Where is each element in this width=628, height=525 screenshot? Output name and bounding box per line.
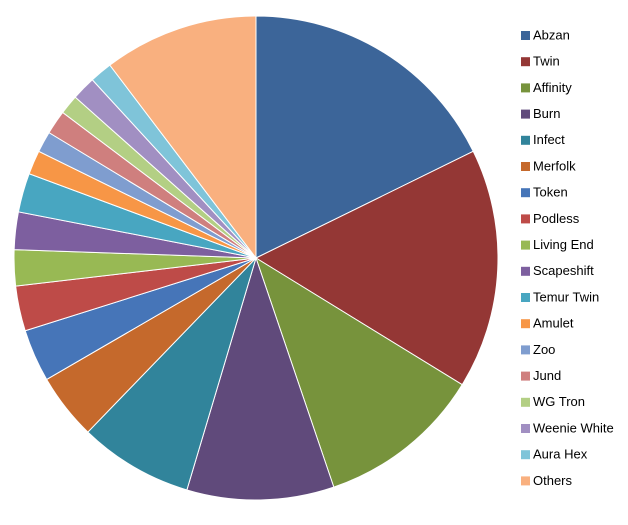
legend-swatch [521,188,530,198]
pie-slice [87,257,257,491]
legend-swatch [521,293,530,302]
legend-label: Living End [533,237,594,252]
legend-swatch [521,476,530,486]
legend-swatch [521,345,530,355]
legend-label: Abzan [533,27,570,42]
legend-swatch [521,31,530,40]
legend-label: Scapeshift [533,263,594,278]
pie-slice [186,256,335,501]
legend-swatch [521,83,530,93]
legend-swatch [521,397,530,407]
legend-label: Affinity [533,80,572,95]
pie-slice [109,15,257,260]
legend-label: Podless [533,211,580,226]
legend-swatch [521,135,530,145]
legend-swatch [521,162,530,171]
legend-label: Burn [533,106,560,121]
pie-slice [255,15,474,259]
legend-swatch [521,214,530,224]
legend-swatch [521,109,530,119]
legend-swatch [521,266,530,276]
legend-label: WG Tron [533,394,585,409]
legend-label: Aura Hex [533,447,588,462]
legend-swatch [521,371,530,381]
legend-label: Token [533,185,568,200]
pie-slice [254,150,499,386]
legend-label: Others [533,473,573,488]
pie-slice [255,256,463,488]
legend-label: Infect [533,132,565,147]
legend-label: Weenie White [533,420,614,435]
legend-label: Merfolk [533,158,576,173]
legend-swatch [521,319,530,329]
legend-label: Twin [533,54,560,69]
legend-label: Amulet [533,316,574,331]
legend-swatch [521,450,530,460]
legend-swatch [521,424,530,433]
legend-label: Jund [533,368,561,383]
legend-swatch [521,240,530,250]
legend-label: Temur Twin [533,289,599,304]
legend-label: Zoo [533,342,555,357]
legend-swatch [521,57,530,67]
